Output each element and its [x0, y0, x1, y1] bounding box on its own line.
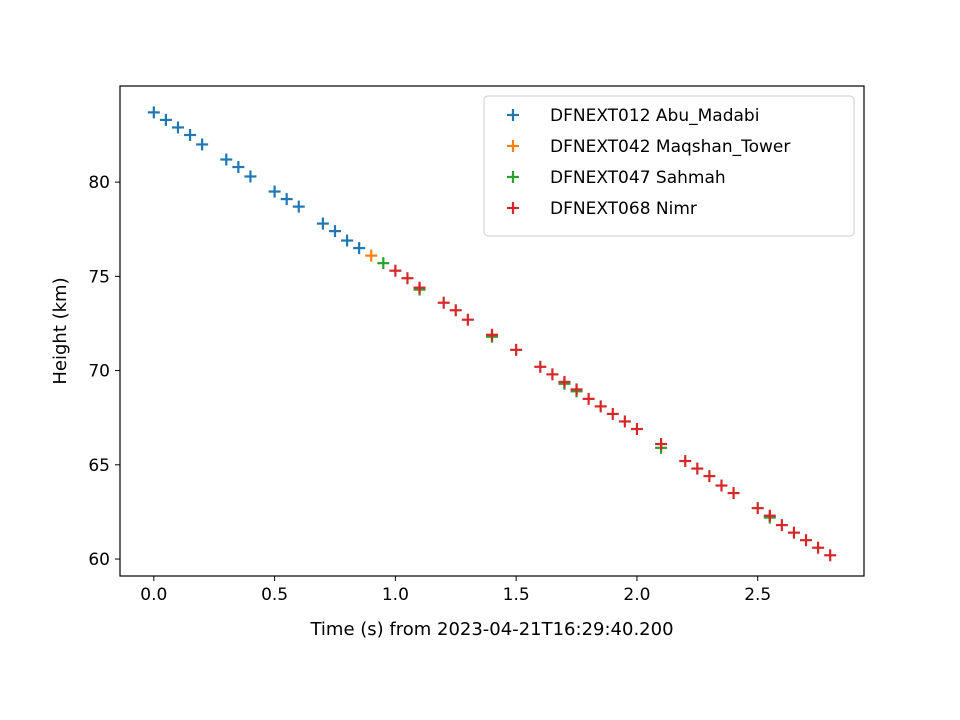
data-point	[184, 129, 197, 141]
x-tick-label: 0.5	[261, 585, 288, 605]
data-point	[546, 368, 559, 381]
data-point	[171, 121, 184, 134]
data-point	[461, 313, 474, 326]
data-point	[147, 106, 160, 119]
data-point	[268, 185, 281, 198]
data-point	[389, 264, 402, 277]
data-point	[824, 549, 837, 562]
data-point	[413, 281, 426, 294]
legend-item: DFNEXT047 Sahmah	[507, 168, 726, 188]
data-point	[510, 343, 523, 356]
data-point	[812, 541, 825, 554]
data-point	[341, 234, 354, 247]
plot-frame	[119, 85, 865, 577]
data-point	[316, 217, 329, 230]
y-tick-label: 65	[88, 456, 110, 476]
y-tick-label: 70	[88, 362, 110, 382]
legend-item: DFNEXT068 Nimr	[507, 199, 697, 219]
data-point	[775, 519, 788, 532]
data-point	[751, 502, 764, 515]
data-point	[437, 296, 450, 309]
x-tick-label: 0.0	[140, 585, 167, 605]
legend: DFNEXT012 Abu_Madabi DFNEXT042 Maqshan_To…	[483, 95, 855, 237]
data-point	[630, 423, 643, 435]
data-point	[679, 455, 692, 468]
data-point	[365, 249, 378, 262]
data-point	[582, 392, 595, 405]
series-1	[147, 106, 366, 255]
x-tick-label: 2.0	[623, 585, 650, 605]
data-point	[244, 170, 257, 183]
y-tick-label: 80	[88, 173, 110, 193]
data-point	[727, 487, 740, 500]
data-point	[606, 407, 619, 420]
data-point	[353, 242, 366, 255]
y-axis-ticks: 60 65 70 75 80	[88, 173, 120, 570]
x-axis-label: Time (s) from 2023-04-21T16:29:40.200	[309, 619, 673, 640]
x-tick-label: 2.5	[744, 585, 771, 605]
data-point	[486, 328, 498, 341]
data-point	[280, 193, 293, 206]
y-axis-label: Height (km)	[50, 277, 71, 384]
legend-label: DFNEXT068 Nimr	[550, 199, 697, 219]
data-point	[570, 383, 583, 396]
data-point	[534, 360, 547, 373]
legend-label: DFNEXT042 Maqshan_Tower	[550, 137, 790, 157]
series-4	[389, 264, 837, 562]
y-tick-label: 75	[88, 267, 110, 287]
data-point	[715, 479, 728, 492]
data-point	[159, 113, 172, 126]
data-point	[220, 153, 233, 166]
data-point	[703, 470, 716, 483]
legend-marker	[507, 140, 519, 152]
legend-label: DFNEXT012 Abu_Madabi	[550, 106, 759, 126]
data-point	[401, 272, 414, 285]
data-point	[328, 225, 341, 238]
x-tick-label: 1.5	[503, 585, 530, 605]
x-axis-ticks: 0.0 0.5 1.0 1.5 2.0 2.5	[140, 576, 771, 605]
legend-item: DFNEXT042 Maqshan_Tower	[507, 137, 790, 157]
legend-marker	[507, 202, 519, 214]
x-tick-label: 1.0	[382, 585, 409, 605]
data-point	[196, 138, 209, 151]
legend-label: DFNEXT047 Sahmah	[550, 168, 726, 188]
data-point	[292, 200, 305, 213]
data-point	[594, 400, 607, 413]
y-tick-label: 60	[88, 550, 110, 570]
plot-marks	[147, 106, 837, 562]
data-point	[691, 462, 704, 475]
data-point	[787, 526, 800, 539]
data-point	[618, 415, 631, 428]
data-point	[800, 534, 813, 547]
legend-box	[483, 95, 855, 237]
data-point	[232, 161, 245, 174]
data-point	[558, 375, 571, 388]
data-point	[655, 438, 668, 451]
data-point	[377, 257, 390, 270]
legend-marker	[507, 109, 519, 121]
data-point	[449, 304, 462, 317]
data-point	[763, 509, 776, 522]
legend-marker	[507, 171, 519, 183]
legend-item: DFNEXT012 Abu_Madabi	[507, 106, 759, 126]
